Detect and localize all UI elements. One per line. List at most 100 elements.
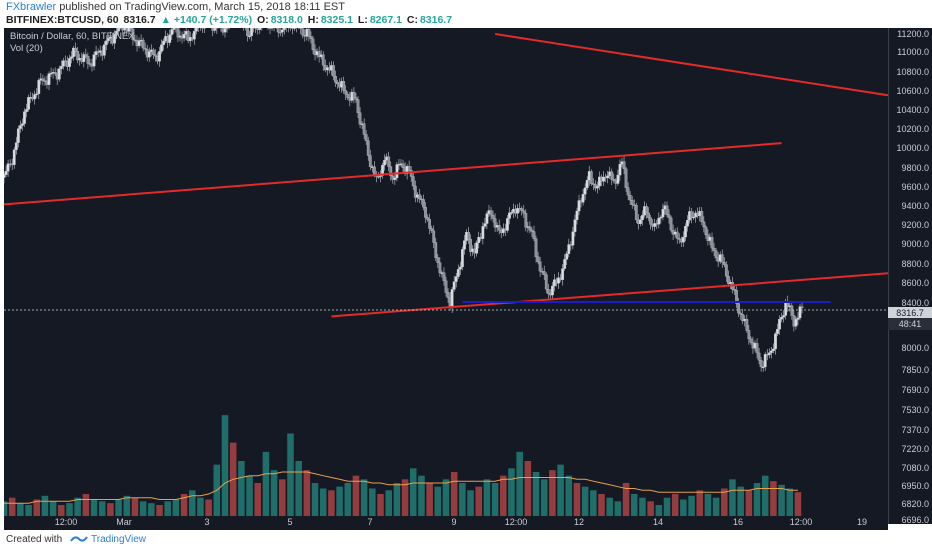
volume-bar bbox=[123, 495, 131, 516]
time-axis[interactable]: 12:00 Mar 3 5 7 9 12:00 12 14 16 12:00 19 bbox=[4, 516, 888, 530]
candle-body bbox=[342, 81, 346, 91]
candle-body bbox=[336, 82, 339, 85]
candle-body bbox=[37, 80, 41, 94]
volume-bar bbox=[500, 475, 507, 516]
publish-line: FXbrawler published on TradingView.com, … bbox=[6, 1, 345, 13]
candle-body bbox=[129, 28, 133, 30]
candle-body bbox=[256, 28, 260, 30]
author-link[interactable]: FXbrawler bbox=[6, 1, 57, 13]
volume-bar bbox=[761, 475, 769, 516]
legend-title: Bitcoin / Dollar, 60, BITFINEX bbox=[10, 31, 135, 42]
legend-indicator[interactable]: Vol (20) bbox=[10, 43, 43, 54]
price-tick-label: 10800.0 bbox=[896, 67, 929, 77]
volume-bar bbox=[270, 470, 278, 516]
price-tick-label: 7850.0 bbox=[901, 365, 929, 375]
tradingview-brand-link[interactable]: TradingView bbox=[91, 534, 147, 545]
candle-body bbox=[528, 226, 532, 231]
candle-body bbox=[477, 237, 481, 243]
time-tick-label: 14 bbox=[652, 517, 664, 527]
candle-body bbox=[551, 285, 554, 296]
volume-bar bbox=[148, 503, 155, 516]
candle-body bbox=[735, 290, 738, 304]
volume-bar bbox=[377, 494, 384, 516]
volume-bar bbox=[279, 479, 286, 516]
candle-body bbox=[137, 40, 141, 47]
volume-bar bbox=[622, 483, 630, 516]
candle-body bbox=[571, 231, 575, 246]
candle-body bbox=[761, 366, 765, 369]
candle-body bbox=[530, 229, 534, 232]
candle-body bbox=[581, 194, 585, 203]
price-tick-label: 10400.0 bbox=[896, 105, 929, 115]
candle-body bbox=[669, 217, 673, 231]
candle-body bbox=[364, 134, 368, 141]
candle-body bbox=[321, 54, 325, 66]
volume-bar bbox=[598, 494, 605, 516]
candle-body bbox=[278, 31, 282, 34]
candle-body bbox=[152, 49, 155, 55]
price-tick-label: 7370.0 bbox=[901, 425, 929, 435]
tradingview-logo-icon[interactable] bbox=[70, 534, 88, 547]
candle-body bbox=[368, 155, 372, 168]
candle-body bbox=[344, 90, 348, 95]
candle-body bbox=[127, 28, 131, 32]
volume-bar bbox=[352, 475, 360, 516]
candle-body bbox=[311, 38, 315, 50]
volume-bar bbox=[4, 501, 8, 516]
time-tick-label: 7 bbox=[367, 517, 373, 527]
volume-bar bbox=[115, 499, 122, 516]
volume-bar bbox=[475, 486, 483, 516]
candle-body bbox=[497, 225, 501, 231]
candle-body bbox=[667, 214, 671, 219]
candle-body bbox=[739, 312, 743, 315]
candle-body bbox=[121, 28, 125, 31]
candle-body bbox=[413, 185, 417, 198]
candle-body bbox=[389, 166, 393, 177]
candle-body bbox=[483, 223, 487, 227]
candle-body bbox=[796, 317, 800, 320]
time-tick-label: 19 bbox=[856, 517, 868, 527]
candle-body bbox=[82, 54, 86, 62]
volume-bar bbox=[508, 468, 515, 516]
volume-bar bbox=[549, 470, 556, 516]
candle-body bbox=[598, 176, 601, 187]
candle-body bbox=[661, 209, 665, 218]
candle-body bbox=[141, 39, 145, 49]
volume-bar bbox=[180, 494, 188, 516]
candle-body bbox=[704, 226, 708, 235]
candle-body bbox=[624, 168, 628, 188]
candle-body bbox=[391, 175, 395, 180]
candle-body bbox=[702, 221, 706, 228]
candle-body bbox=[446, 292, 450, 298]
candle-body bbox=[168, 34, 172, 43]
chart-plot-area[interactable] bbox=[4, 28, 888, 524]
candle-body bbox=[591, 183, 595, 185]
candle-body bbox=[737, 303, 740, 314]
volume-bar bbox=[369, 488, 376, 516]
candle-body bbox=[92, 54, 96, 67]
volume-bar bbox=[467, 490, 474, 516]
candle-body bbox=[616, 174, 620, 184]
volume-bar bbox=[139, 501, 147, 516]
candle-body bbox=[70, 56, 73, 59]
candle-body bbox=[692, 216, 695, 219]
candle-body bbox=[426, 217, 429, 220]
volume-bar bbox=[639, 497, 646, 516]
candle-body bbox=[684, 226, 687, 238]
candle-body bbox=[800, 306, 804, 308]
candle-body bbox=[657, 217, 661, 225]
price-tick-label: 7080.0 bbox=[901, 463, 929, 473]
candle-body bbox=[565, 253, 569, 260]
volume-bar bbox=[385, 490, 392, 516]
candle-body bbox=[442, 272, 446, 281]
price-change: ▲ +140.7 (+1.72%) bbox=[160, 14, 253, 26]
volume-bar bbox=[442, 479, 450, 516]
candle-body bbox=[741, 314, 745, 322]
volume-bar bbox=[205, 499, 212, 516]
price-axis[interactable]: 11200.0 11000.0 10800.0 10600.0 10400.0 10200… bbox=[888, 28, 932, 525]
candle-body bbox=[710, 236, 714, 249]
candle-body bbox=[485, 213, 489, 224]
candle-body bbox=[4, 174, 6, 178]
candle-body bbox=[424, 206, 427, 218]
volume-bar bbox=[434, 486, 442, 516]
